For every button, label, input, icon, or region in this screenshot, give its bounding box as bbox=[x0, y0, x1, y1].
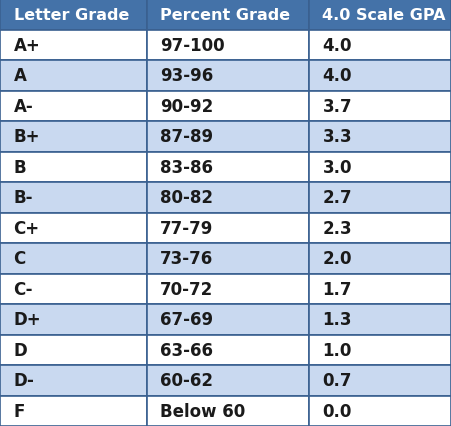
Bar bbox=[147, 0, 309, 30]
Bar bbox=[309, 152, 451, 183]
Bar bbox=[0, 61, 147, 91]
Text: 3.0: 3.0 bbox=[322, 158, 352, 176]
Text: 93-96: 93-96 bbox=[160, 67, 213, 85]
Text: C+: C+ bbox=[14, 219, 40, 237]
Bar bbox=[0, 183, 147, 213]
Text: 4.0: 4.0 bbox=[322, 37, 352, 55]
Bar bbox=[0, 396, 147, 426]
Text: 4.0: 4.0 bbox=[322, 67, 352, 85]
Bar bbox=[309, 213, 451, 243]
Bar bbox=[147, 91, 309, 122]
Text: D: D bbox=[14, 341, 27, 359]
Bar bbox=[0, 365, 147, 396]
Text: 67-69: 67-69 bbox=[160, 311, 213, 328]
Bar bbox=[147, 304, 309, 335]
Text: 63-66: 63-66 bbox=[160, 341, 213, 359]
Text: A: A bbox=[14, 67, 27, 85]
Bar bbox=[309, 274, 451, 304]
Text: F: F bbox=[14, 402, 25, 420]
Text: C: C bbox=[14, 250, 26, 268]
Text: Percent Grade: Percent Grade bbox=[160, 8, 290, 23]
Bar bbox=[0, 122, 147, 152]
Bar bbox=[0, 91, 147, 122]
Text: 73-76: 73-76 bbox=[160, 250, 213, 268]
Bar bbox=[0, 152, 147, 183]
Bar bbox=[0, 243, 147, 274]
Bar bbox=[309, 335, 451, 365]
Text: 80-82: 80-82 bbox=[160, 189, 213, 207]
Bar bbox=[0, 30, 147, 61]
Text: A+: A+ bbox=[14, 37, 40, 55]
Text: 77-79: 77-79 bbox=[160, 219, 213, 237]
Bar bbox=[147, 213, 309, 243]
Text: 0.0: 0.0 bbox=[322, 402, 352, 420]
Text: 2.0: 2.0 bbox=[322, 250, 352, 268]
Text: 1.3: 1.3 bbox=[322, 311, 352, 328]
Bar bbox=[309, 122, 451, 152]
Bar bbox=[147, 396, 309, 426]
Bar bbox=[147, 152, 309, 183]
Text: B-: B- bbox=[14, 189, 33, 207]
Bar bbox=[147, 61, 309, 91]
Bar bbox=[147, 335, 309, 365]
Text: B: B bbox=[14, 158, 26, 176]
Text: Below 60: Below 60 bbox=[160, 402, 245, 420]
Text: 3.7: 3.7 bbox=[322, 98, 352, 115]
Bar bbox=[0, 304, 147, 335]
Bar bbox=[147, 365, 309, 396]
Bar bbox=[147, 243, 309, 274]
Text: 2.3: 2.3 bbox=[322, 219, 352, 237]
Bar bbox=[309, 243, 451, 274]
Text: D+: D+ bbox=[14, 311, 41, 328]
Text: 4.0 Scale GPA: 4.0 Scale GPA bbox=[322, 8, 446, 23]
Bar bbox=[309, 91, 451, 122]
Text: A-: A- bbox=[14, 98, 33, 115]
Text: B+: B+ bbox=[14, 128, 40, 146]
Text: 1.0: 1.0 bbox=[322, 341, 352, 359]
Text: 70-72: 70-72 bbox=[160, 280, 213, 298]
Text: Letter Grade: Letter Grade bbox=[14, 8, 129, 23]
Text: 2.7: 2.7 bbox=[322, 189, 352, 207]
Text: 3.3: 3.3 bbox=[322, 128, 352, 146]
Bar bbox=[147, 30, 309, 61]
Bar bbox=[309, 0, 451, 30]
Bar bbox=[147, 122, 309, 152]
Bar bbox=[0, 213, 147, 243]
Bar bbox=[309, 304, 451, 335]
Text: D-: D- bbox=[14, 371, 34, 389]
Text: 0.7: 0.7 bbox=[322, 371, 352, 389]
Bar bbox=[309, 61, 451, 91]
Bar bbox=[309, 30, 451, 61]
Bar bbox=[309, 365, 451, 396]
Text: 60-62: 60-62 bbox=[160, 371, 213, 389]
Text: C-: C- bbox=[14, 280, 33, 298]
Bar bbox=[309, 396, 451, 426]
Bar bbox=[0, 0, 147, 30]
Bar bbox=[147, 274, 309, 304]
Text: 90-92: 90-92 bbox=[160, 98, 213, 115]
Text: 87-89: 87-89 bbox=[160, 128, 213, 146]
Bar bbox=[309, 183, 451, 213]
Bar bbox=[0, 274, 147, 304]
Bar bbox=[0, 335, 147, 365]
Text: 83-86: 83-86 bbox=[160, 158, 213, 176]
Text: 1.7: 1.7 bbox=[322, 280, 352, 298]
Bar bbox=[147, 183, 309, 213]
Text: 97-100: 97-100 bbox=[160, 37, 225, 55]
